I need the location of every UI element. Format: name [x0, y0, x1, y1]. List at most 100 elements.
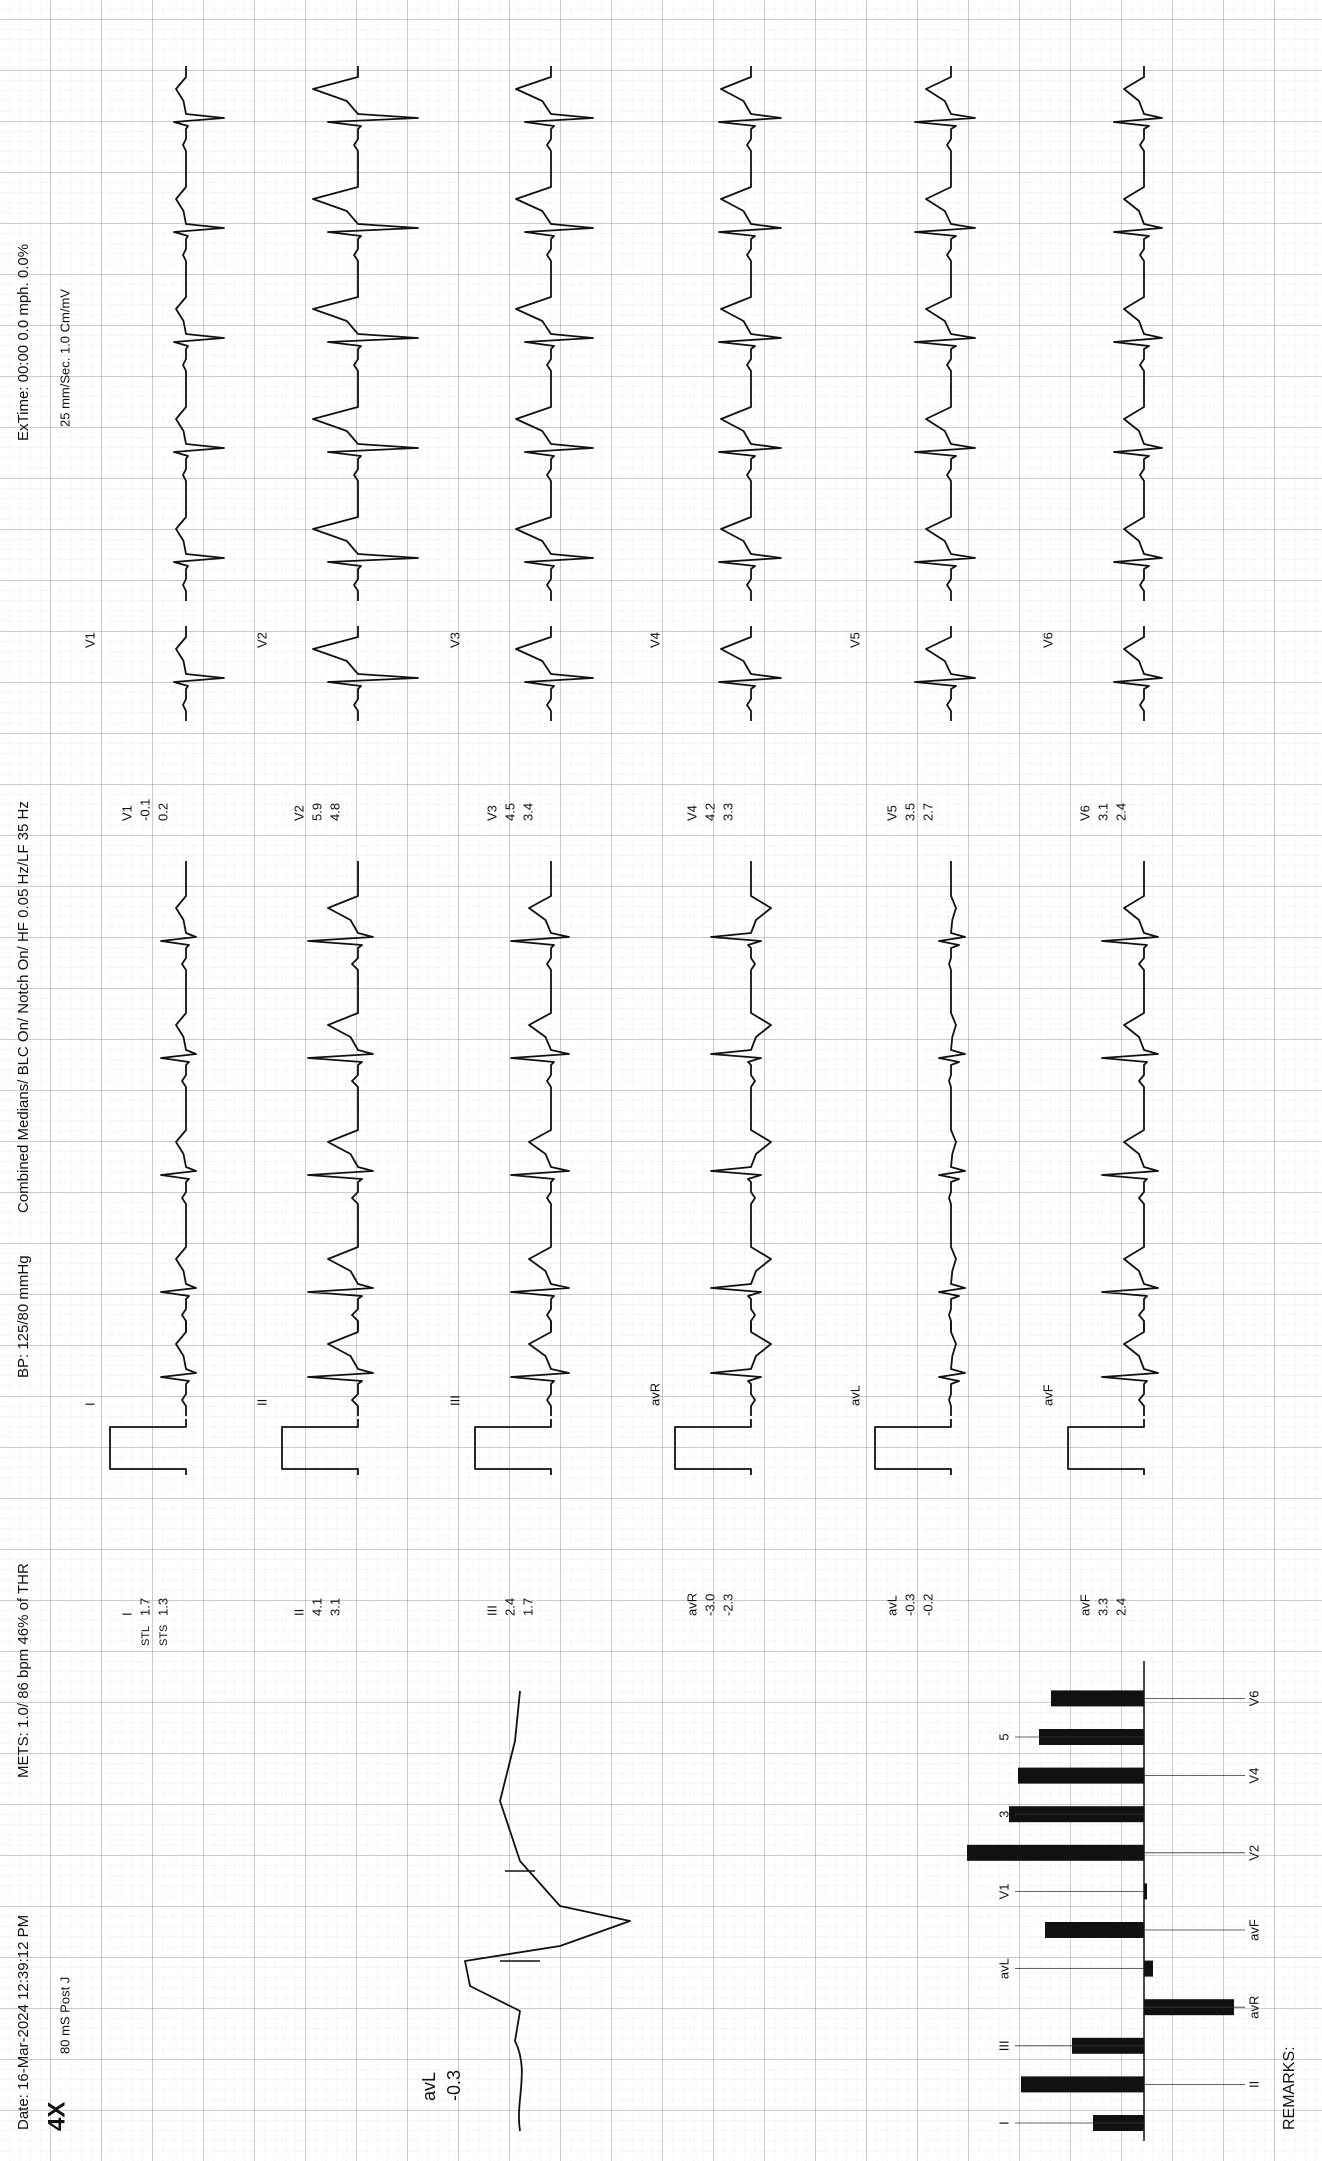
- median-lead-label: II: [254, 1399, 269, 1406]
- calibration-pulse: [1067, 1419, 1145, 1475]
- date: Date: 16-Mar-2024 12:39:12 PM: [15, 1915, 32, 2130]
- lead-name: V5: [884, 805, 899, 821]
- calibration-pulse: [874, 1419, 952, 1475]
- sts-value: 0.2: [155, 803, 170, 821]
- rhythm-strip: [312, 66, 419, 601]
- stl-value: 1.7: [137, 1598, 152, 1616]
- median-beat: [312, 626, 419, 721]
- median-lead-label: V6: [1040, 632, 1055, 648]
- lead-name: II: [291, 1609, 306, 1616]
- rhythm-strip: [914, 66, 976, 601]
- median-beat: [173, 626, 225, 721]
- stl-value: 2.4: [502, 1598, 517, 1616]
- median-lead-label: V3: [447, 632, 462, 648]
- rhythm-strip: [307, 861, 374, 1331]
- median-lead-label: I: [82, 1402, 97, 1406]
- stl-value: 5.9: [309, 803, 324, 821]
- rhythm-strip: [1113, 66, 1163, 601]
- median-lead-label: V1: [82, 632, 97, 648]
- st-bar: [1144, 1883, 1147, 1900]
- bar-label: 5: [996, 1733, 1011, 1740]
- stl-value: 3.3: [1095, 1598, 1110, 1616]
- sts-value: 4.8: [327, 803, 342, 821]
- median-lead-label: avF: [1040, 1384, 1055, 1406]
- calibration-pulse: [474, 1419, 552, 1475]
- sts-value: 2.4: [1113, 1598, 1128, 1616]
- sts-value: 2.7: [920, 803, 935, 821]
- median-beat: [710, 1321, 772, 1416]
- rhythm-strip: [515, 66, 594, 601]
- bar-label: avF: [1246, 1919, 1261, 1941]
- median-lead-label: avL: [847, 1385, 862, 1406]
- lead-name: V1: [119, 805, 134, 821]
- bar-label: avR: [1246, 1996, 1261, 2019]
- sts-value: 3.1: [327, 1598, 342, 1616]
- median-beat: [938, 1321, 966, 1416]
- sts-value: 2.4: [1113, 803, 1128, 821]
- rhythm-strip: [160, 861, 197, 1331]
- sts-label: STS: [158, 1625, 170, 1646]
- stl-value: -0.3: [902, 1594, 917, 1616]
- mets: METS: 1.0/ 86 bpm 46% of THR: [15, 1563, 32, 1778]
- rhythm-strip: [173, 66, 225, 601]
- sts-value: -0.2: [920, 1594, 935, 1616]
- median-lead-label: V4: [647, 632, 662, 648]
- median-beat: [1101, 1321, 1159, 1416]
- lead-name: V2: [291, 805, 306, 821]
- sts-value: -2.3: [720, 1594, 735, 1616]
- st-bar: [1045, 1922, 1144, 1938]
- bar-label: I: [996, 2121, 1011, 2125]
- bar-label: V2: [1246, 1845, 1261, 1861]
- median-lead-label: V5: [847, 632, 862, 648]
- stl-label: STL: [140, 1626, 152, 1646]
- sts-value: 3.4: [520, 803, 535, 821]
- median-lead-label: V2: [254, 632, 269, 648]
- post-j: 80 mS Post J: [57, 1977, 72, 2054]
- bar-label: V4: [1246, 1768, 1261, 1784]
- blood-pressure: BP: 125/80 mmHg: [15, 1255, 32, 1378]
- lead-name: I: [119, 1612, 134, 1616]
- rhythm-strip: [1101, 861, 1159, 1331]
- st-bar: [1021, 2076, 1144, 2093]
- st-bar: [1144, 1960, 1153, 1977]
- median-beat: [718, 626, 782, 721]
- lead-name: avF: [1077, 1594, 1092, 1616]
- median-beat: [914, 626, 976, 721]
- stl-value: -0.1: [137, 799, 152, 821]
- lead-name: V4: [684, 805, 699, 821]
- median-beat: [1113, 626, 1163, 721]
- bar-label: III: [996, 2040, 1011, 2051]
- filters: Combined Medians/ BLC On/ Notch On/ HF 0…: [15, 801, 32, 1213]
- sts-value: 1.3: [155, 1598, 170, 1616]
- sts-value: 3.3: [720, 803, 735, 821]
- stl-value: -3.0: [702, 1594, 717, 1616]
- rhythm-strip: [510, 861, 570, 1331]
- st-bar: [1051, 1690, 1144, 1707]
- zoom-lead: avL: [419, 2072, 439, 2101]
- stl-value: 3.5: [902, 803, 917, 821]
- median-lead-label: avR: [647, 1383, 662, 1406]
- speed-gain: 25 mm/Sec. 1.0 Cm/mV: [57, 289, 72, 427]
- st-bar: [1018, 1767, 1144, 1784]
- calibration-pulse: [281, 1419, 359, 1475]
- rhythm-strip: [710, 861, 772, 1331]
- calibration-pulse: [109, 1419, 187, 1475]
- st-bar: [967, 1844, 1144, 1861]
- bar-label: avL: [996, 1958, 1011, 1979]
- median-beat: [510, 1321, 570, 1416]
- median-beat: [307, 1321, 374, 1416]
- lead-name: III: [484, 1605, 499, 1616]
- sts-value: 1.7: [520, 1598, 535, 1616]
- stl-value: 4.5: [502, 803, 517, 821]
- lead-name: avR: [684, 1593, 699, 1616]
- lead-name: V6: [1077, 805, 1092, 821]
- stage: 4X: [43, 2102, 70, 2131]
- lead-name: V3: [484, 805, 499, 821]
- median-beat: [160, 1321, 197, 1416]
- zoom-value: -0.3: [444, 2070, 464, 2101]
- bar-label: 3: [996, 1811, 1011, 1818]
- exercise-time: ExTime: 00:00 0.0 mph. 0.0%: [15, 244, 32, 441]
